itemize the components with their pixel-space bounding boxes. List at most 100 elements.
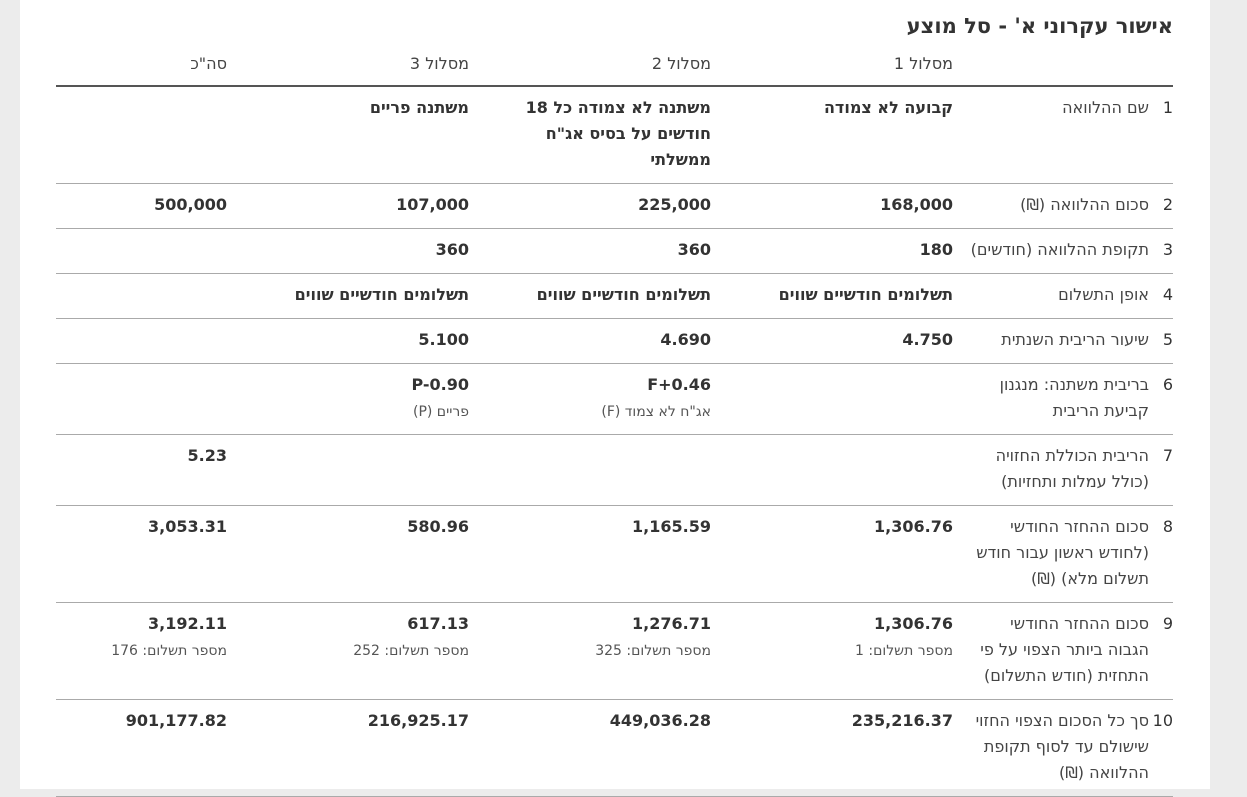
row-label: תקופת ההלוואה (חודשים) [959, 228, 1155, 274]
title: אישור עקרוני א' - סל מוצע [906, 14, 1173, 38]
row-label: הריבית הכוללת החזויה (כולל עמלות ותחזיות… [959, 434, 1155, 506]
cell-value: 617.13 [407, 614, 469, 633]
header-row: מסלול 1 מסלול 2 מסלול 3 סה"כ [56, 50, 1173, 87]
cell-value: תשלומים חודשיים שווים [778, 285, 953, 304]
cell: 4.690 [475, 318, 717, 364]
table-body: 1 שם ההלוואה קבועה לא צמודה משתנה לא צמודה … [56, 86, 1173, 797]
cell-value: תשלומים חודשיים שווים [536, 285, 711, 304]
column-header: מסלול 2 [475, 50, 717, 87]
cell: תשלומים חודשיים שווים [233, 273, 475, 319]
cell-value: 180 [919, 240, 953, 259]
cell: 500,000 [56, 183, 233, 229]
row-number: 6 [1155, 363, 1173, 435]
cell: משתנה לא צמודה כל 18 חודשים על בסיס אג"ח… [475, 86, 717, 184]
cell [56, 363, 233, 435]
table-row: 9 סכום ההחזר החודשי הגבוה ביותר הצפוי על … [56, 602, 1173, 700]
row-label: סכום ההחזר החודשי הגבוה ביותר הצפוי על פ… [959, 602, 1155, 700]
row-number: 8 [1155, 505, 1173, 603]
cell-value: 225,000 [638, 195, 711, 214]
cell: 180 [717, 228, 959, 274]
cell: F+0.46 אג"ח לא צמוד (F) [475, 363, 717, 435]
cell-value: 3,053.31 [148, 517, 227, 536]
row-label: אופן התשלום [959, 273, 1155, 319]
card: אישור עקרוני א' - סל מוצע מסלול 1 מסלול 2… [20, 0, 1210, 797]
column-header: מסלול 1 [717, 50, 959, 87]
table-row: 6 בריבית משתנה: מנגנון קביעת הריבית F+0.46… [56, 363, 1173, 435]
row-label: סך כל הסכום הצפוי החזוי שישולם עד לסוף ת… [959, 699, 1155, 797]
table-row: 3 תקופת ההלוואה (חודשים) 180 360 360 [56, 228, 1173, 274]
cell-note: אג"ח לא צמוד (F) [601, 404, 711, 420]
cell-value: 3,192.11 [148, 614, 227, 633]
cell-value: 901,177.82 [125, 711, 227, 730]
cell: תשלומים חודשיים שווים [717, 273, 959, 319]
cell: 168,000 [717, 183, 959, 229]
table-row: 1 שם ההלוואה קבועה לא צמודה משתנה לא צמודה … [56, 86, 1173, 184]
cell: 5.100 [233, 318, 475, 364]
row-label: סכום ההחזר החודשי (לחודש ראשון עבור חודש… [959, 505, 1155, 603]
cell: 580.96 [233, 505, 475, 603]
cell-value: P-0.90 [411, 375, 469, 394]
table-row: 8 סכום ההחזר החודשי (לחודש ראשון עבור חוד… [56, 505, 1173, 603]
cell-note: מספר תשלום: 176 [111, 643, 227, 659]
cell-value: 580.96 [407, 517, 469, 536]
cell-note: פריים (P) [412, 404, 469, 420]
cell: 225,000 [475, 183, 717, 229]
cell [717, 434, 959, 506]
cell: 3,192.11 מספר תשלום: 176 [56, 602, 233, 700]
cell-value: 1,276.71 [632, 614, 711, 633]
cell-value: 216,925.17 [367, 711, 469, 730]
cell-value: 4.750 [902, 330, 953, 349]
cell: 5.23 [56, 434, 233, 506]
row-label: סכום ההלוואה (₪) [959, 183, 1155, 229]
cell-note: מספר תשלום: 252 [353, 643, 469, 659]
header-spacer [959, 50, 1173, 87]
cell: 3,053.31 [56, 505, 233, 603]
cell-value: 235,216.37 [851, 711, 953, 730]
cell [475, 434, 717, 506]
cell-value: משתנה פריים [369, 98, 469, 117]
row-number: 1 [1155, 86, 1173, 184]
cell-value: 4.690 [660, 330, 711, 349]
cell-value: 5.23 [187, 446, 227, 465]
column-header: מסלול 3 [233, 50, 475, 87]
cell: 1,306.76 [717, 505, 959, 603]
cell-value: 1,165.59 [632, 517, 711, 536]
row-number: 3 [1155, 228, 1173, 274]
cell-value: F+0.46 [647, 375, 711, 394]
cell-value: 360 [435, 240, 469, 259]
table-row: 2 סכום ההלוואה (₪) 168,000 225,000 107,000 50… [56, 183, 1173, 229]
table-row: 10 סך כל הסכום הצפוי החזוי שישולם עד לסוף… [56, 699, 1173, 797]
cell-value: קבועה לא צמודה [823, 98, 953, 117]
cell: 360 [233, 228, 475, 274]
cell: משתנה פריים [233, 86, 475, 184]
cell-value: 5.100 [418, 330, 469, 349]
row-label: שיעור הריבית השנתית [959, 318, 1155, 364]
cell: 1,276.71 מספר תשלום: 325 [475, 602, 717, 700]
cell: קבועה לא צמודה [717, 86, 959, 184]
table-row: 4 אופן התשלום תשלומים חודשיים שווים תשלומים… [56, 273, 1173, 319]
cell-note: מספר תשלום: 325 [595, 643, 711, 659]
cell: 360 [475, 228, 717, 274]
cell-value: 449,036.28 [609, 711, 711, 730]
cell-value: 1,306.76 [874, 614, 953, 633]
table: מסלול 1 מסלול 2 מסלול 3 סה"כ 1 שם ההלוואה קבו… [56, 50, 1173, 797]
column-header: סה"כ [56, 50, 233, 87]
cell-value: 360 [677, 240, 711, 259]
table-row: 5 שיעור הריבית השנתית 4.750 4.690 5.100 [56, 318, 1173, 364]
cell-value: 500,000 [154, 195, 227, 214]
cell [56, 228, 233, 274]
row-label: בריבית משתנה: מנגנון קביעת הריבית [959, 363, 1155, 435]
cell-value: משתנה לא צמודה כל 18 חודשים על בסיס אג"ח… [525, 98, 711, 169]
row-number: 7 [1155, 434, 1173, 506]
cell-value: תשלומים חודשיים שווים [294, 285, 469, 304]
cell [56, 318, 233, 364]
row-number: 2 [1155, 183, 1173, 229]
cell: 1,306.76 מספר תשלום: 1 [717, 602, 959, 700]
cell: 901,177.82 [56, 699, 233, 797]
table-row: 7 הריבית הכוללת החזויה (כולל עמלות ותחזיו… [56, 434, 1173, 506]
cell [233, 434, 475, 506]
cell-note: מספר תשלום: 1 [855, 643, 953, 659]
cell: 1,165.59 [475, 505, 717, 603]
